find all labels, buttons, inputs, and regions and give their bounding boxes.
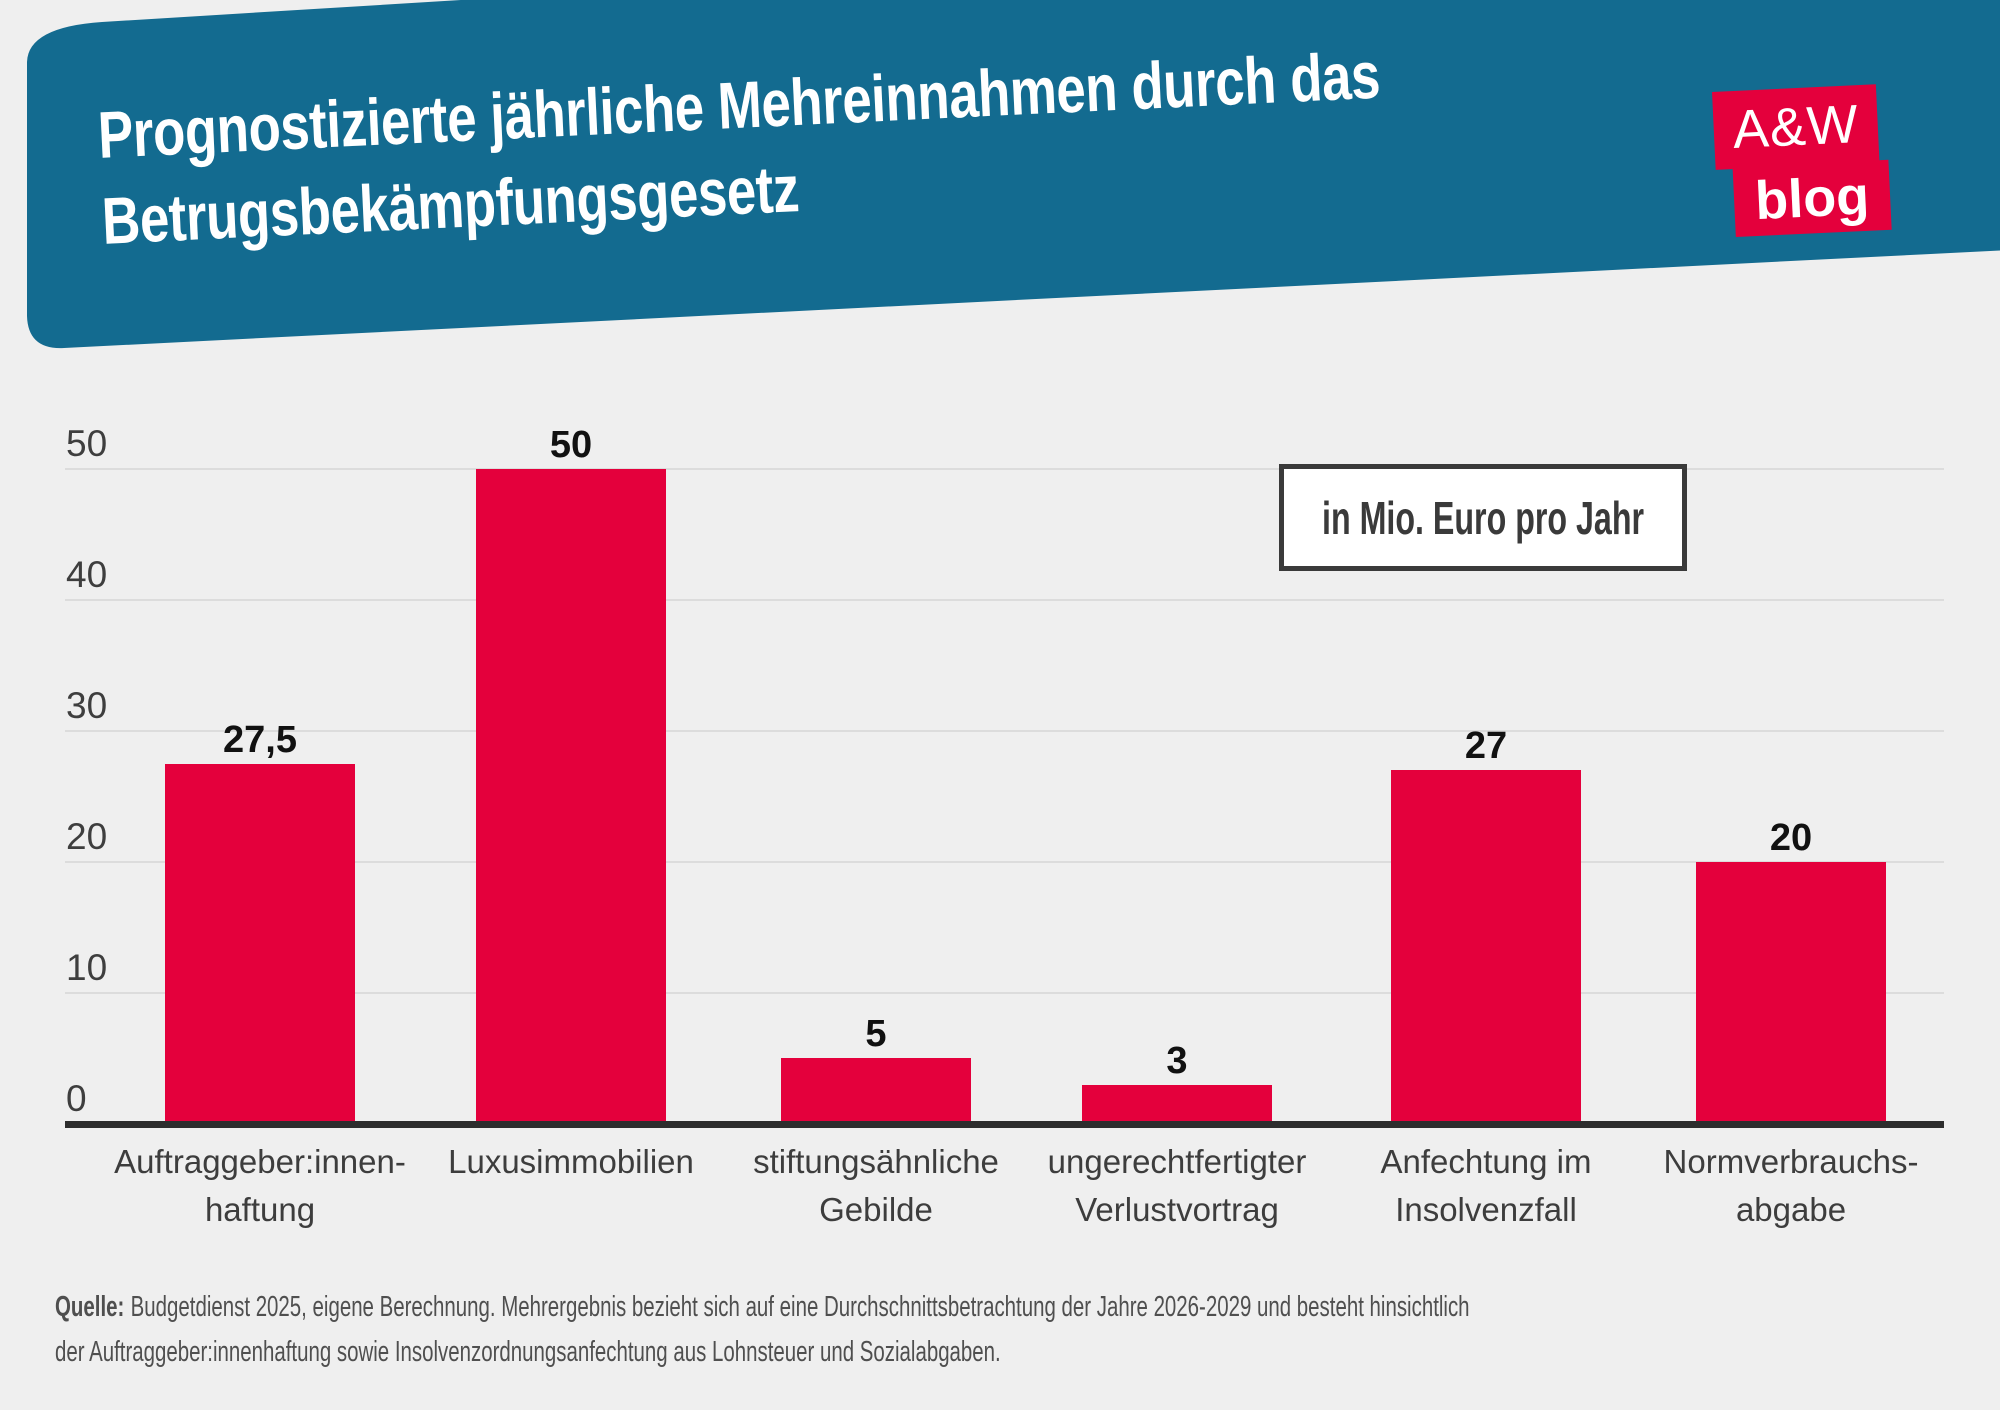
bar-value-label: 5 [865, 1013, 887, 1055]
unit-legend-box: in Mio. Euro pro Jahr [1279, 464, 1687, 571]
y-axis-tick-label: 20 [66, 816, 108, 857]
y-axis-tick-label: 40 [66, 554, 108, 595]
bar-6 [1696, 862, 1886, 1124]
header-banner [27, 0, 2000, 349]
bar-value-label: 27 [1464, 725, 1508, 767]
y-axis-tick-label: 30 [66, 685, 108, 726]
x-axis-category-label: Luxusimmobilien [448, 1143, 694, 1180]
x-axis-category-label: stiftungsähnliche Gebilde [753, 1143, 999, 1228]
unit-legend-label: in Mio. Euro pro Jahr [1321, 491, 1645, 544]
bar-value-label: 20 [1769, 817, 1813, 859]
y-axis-tick-label: 0 [66, 1078, 87, 1119]
y-axis-tick-label: 10 [66, 947, 108, 988]
bar-value-label: 50 [549, 424, 593, 466]
y-axis-tick-label: 50 [66, 423, 108, 464]
gridline [65, 599, 1944, 601]
x-axis-category-label: Anfechtung im Insolvenzfall [1380, 1143, 1592, 1228]
gridline [65, 992, 1944, 994]
source-note: Quelle: Budgetdienst 2025, eigene Berechn… [55, 1285, 1470, 1375]
source-line1: Quelle: Budgetdienst 2025, eigene Berechn… [55, 1285, 1470, 1330]
x-axis-baseline [65, 1121, 1944, 1128]
source-label: Quelle: [55, 1291, 125, 1323]
gridline [65, 468, 1944, 470]
bar-1 [165, 764, 355, 1124]
gridline [65, 861, 1944, 863]
source-text-line1: Budgetdienst 2025, eigene Berechnung. Me… [130, 1291, 1470, 1323]
bar-3 [781, 1058, 971, 1124]
bar-value-label: 3 [1166, 1040, 1188, 1082]
bar-4 [1082, 1085, 1272, 1124]
gridline [65, 730, 1944, 732]
x-axis-category-label: Normverbrauchs- abgabe [1663, 1143, 1919, 1228]
source-text-line2: der Auftraggeber:innenhaftung sowie Inso… [55, 1336, 1001, 1368]
x-axis-category-label: Auftraggeber:innen- haftung [114, 1143, 406, 1228]
bar-value-label: 27,5 [223, 719, 297, 761]
x-axis-category-label: ungerechtfertigter Verlustvortrag [1047, 1143, 1307, 1228]
bar-2 [476, 469, 666, 1124]
bar-5 [1391, 770, 1581, 1124]
